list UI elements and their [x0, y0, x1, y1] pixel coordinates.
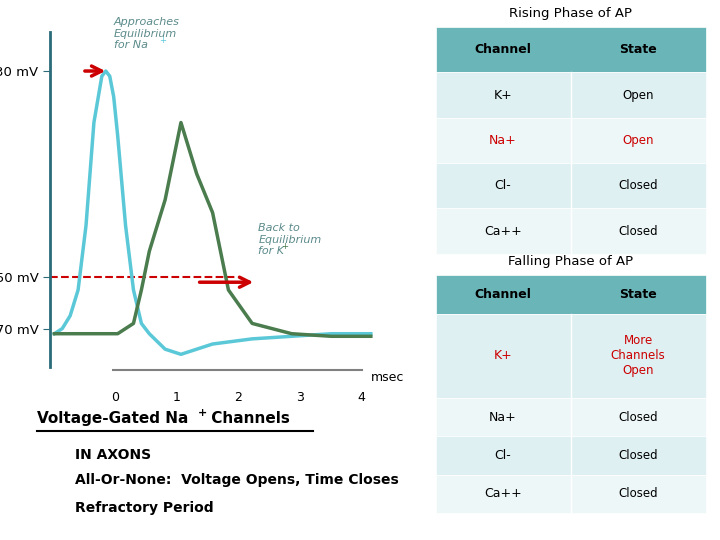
FancyBboxPatch shape [436, 436, 706, 475]
Text: Ca++: Ca++ [485, 487, 522, 501]
Text: Rising Phase of AP: Rising Phase of AP [509, 7, 632, 20]
Text: K+: K+ [494, 89, 513, 102]
Text: msec: msec [371, 371, 404, 384]
Text: More
Channels
Open: More Channels Open [611, 334, 665, 377]
Text: Falling Phase of AP: Falling Phase of AP [508, 255, 633, 268]
Text: State: State [619, 288, 657, 301]
Text: IN AXONS: IN AXONS [76, 448, 152, 462]
Text: Channel: Channel [474, 288, 531, 301]
Text: Ca++: Ca++ [485, 225, 522, 238]
Text: Closed: Closed [618, 225, 658, 238]
Text: Channel: Channel [474, 43, 531, 56]
Text: K+: K+ [494, 349, 513, 362]
Text: Approaches
Equilibrium
for Na: Approaches Equilibrium for Na [114, 17, 179, 50]
Text: Open: Open [622, 134, 654, 147]
Text: Closed: Closed [618, 487, 658, 501]
Text: Voltage-Gated Na: Voltage-Gated Na [37, 411, 188, 426]
Text: Back to
Equilibrium
for K: Back to Equilibrium for K [258, 223, 322, 256]
FancyBboxPatch shape [436, 27, 706, 72]
Text: Cl-: Cl- [495, 179, 511, 192]
Text: Closed: Closed [618, 449, 658, 462]
FancyBboxPatch shape [436, 314, 706, 398]
Text: Refractory Period: Refractory Period [76, 501, 214, 515]
FancyBboxPatch shape [436, 118, 706, 163]
Text: All-Or-None:  Voltage Opens, Time Closes: All-Or-None: Voltage Opens, Time Closes [76, 473, 399, 487]
Text: Na+: Na+ [489, 411, 517, 424]
Text: Channels: Channels [206, 411, 289, 426]
Text: Open: Open [622, 89, 654, 102]
FancyBboxPatch shape [436, 475, 706, 513]
Text: +: + [281, 242, 288, 251]
Text: Cl-: Cl- [495, 449, 511, 462]
FancyBboxPatch shape [436, 72, 706, 118]
FancyBboxPatch shape [436, 275, 706, 314]
Text: +: + [198, 408, 207, 418]
Text: Closed: Closed [618, 179, 658, 192]
Text: Na+: Na+ [489, 134, 517, 147]
Text: Closed: Closed [618, 411, 658, 424]
Text: State: State [619, 43, 657, 56]
FancyBboxPatch shape [436, 163, 706, 208]
FancyBboxPatch shape [436, 398, 706, 436]
FancyBboxPatch shape [436, 208, 706, 254]
Text: +: + [160, 36, 166, 45]
